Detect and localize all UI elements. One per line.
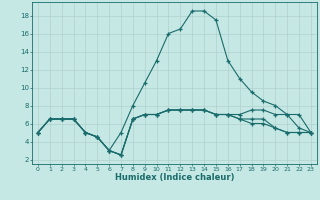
X-axis label: Humidex (Indice chaleur): Humidex (Indice chaleur) (115, 173, 234, 182)
